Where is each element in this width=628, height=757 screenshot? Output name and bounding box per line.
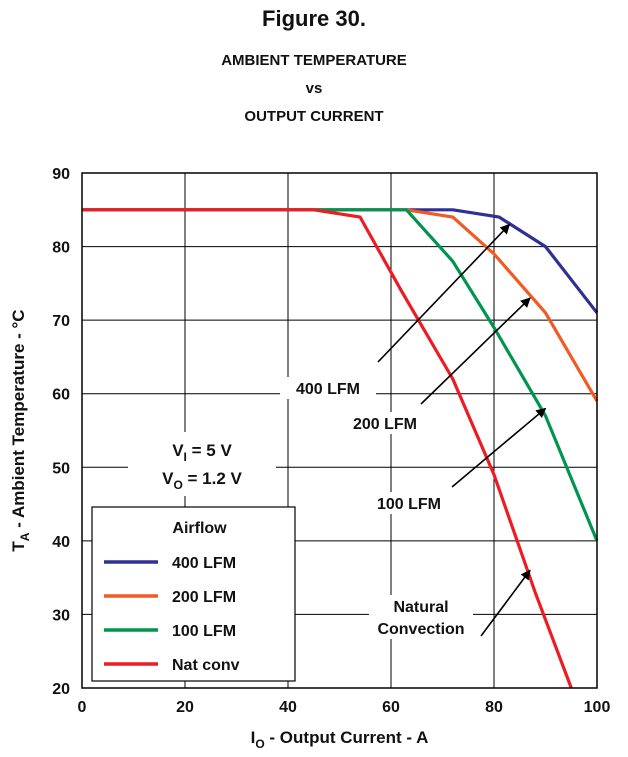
chart-title-line-1: AMBIENT TEMPERATURE [221,52,407,69]
y-tick-label: 40 [52,534,70,551]
x-tick-label: 20 [176,699,194,716]
annotation-bg [361,492,457,514]
x-axis-label: IO - Output Current - A [251,728,429,751]
annotation-arrow [420,297,531,405]
figure-label: Figure 30. [262,6,366,31]
legend-title: Airflow [172,520,227,537]
annotation-bg [369,595,473,639]
annotation-label: 200 LFM [353,416,417,433]
y-tick-label: 80 [52,240,70,257]
x-tick-label: 0 [78,699,87,716]
conditions-bg [128,432,276,496]
annotation-arrow [480,569,531,637]
series-line-0 [82,208,599,314]
y-tick-label: 60 [52,387,70,404]
chart-title-line-3: OUTPUT CURRENT [244,108,384,125]
annotation-arrow [377,223,511,363]
y-tick-label: 70 [52,313,70,330]
legend-label-1: 200 LFM [172,589,236,606]
legend-label-2: 100 LFM [172,623,236,640]
condition-label: VI = 5 V [172,441,232,464]
annotation-arrow [451,407,547,488]
y-tick-label: 30 [52,607,70,624]
annotation-label: Convection [377,621,464,638]
annotation-label: 100 LFM [377,496,441,513]
plot-frame [81,172,598,689]
annotation-label: Natural [393,599,448,616]
annotation-bg [337,412,433,434]
x-tick-label: 100 [584,699,611,716]
x-tick-label: 40 [279,699,297,716]
legend-box [91,506,296,682]
chart-title-line-2: vs [305,80,323,97]
condition-label: VO = 1.2 V [162,469,242,492]
y-axis-label: TA - Ambient Temperature - °C [9,309,32,551]
y-tick-label: 90 [52,166,70,183]
legend-label-3: Nat conv [172,657,240,674]
y-tick-label: 20 [52,681,70,698]
annotation-bg [280,377,376,399]
x-tick-label: 60 [382,699,400,716]
legend-label-0: 400 LFM [172,555,236,572]
annotation-label: 400 LFM [296,381,360,398]
y-tick-label: 50 [52,460,70,477]
x-tick-label: 80 [485,699,503,716]
